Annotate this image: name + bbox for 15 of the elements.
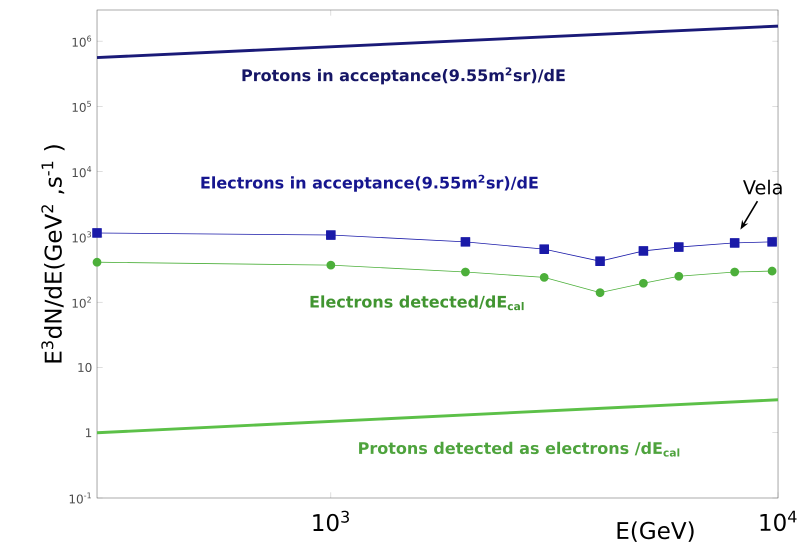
annotation: Vela — [743, 180, 782, 195]
series-label: Electrons detected/dE$_{cal}$ — [310, 295, 524, 310]
y-tick-label: 10$^{4}$ — [72, 166, 92, 178]
y-tick-label: 10 — [78, 362, 92, 372]
y-tick-label: 10$^{5}$ — [72, 100, 91, 112]
y-tick-label: 10$^{2}$ — [72, 296, 91, 308]
text: Electrons in acceptance(9.55m$^{2}$sr)/dE — [201, 174, 538, 192]
x-axis-title: E(GeV) — [618, 521, 694, 542]
y-tick-label: 10$^{3}$ — [72, 231, 92, 243]
y-tick-label: 10$^{6}$ — [72, 36, 92, 47]
series-label: Protons detected as electrons /dE$_{cal}$ — [359, 442, 680, 457]
series-label: Protons in acceptance(9.55m$^{2}$sr)/dE — [242, 67, 565, 84]
y-axis-title: E$^{3}$dN/dE(GeV$^{2}$ ,s$^{-1}$ ) — [41, 145, 65, 362]
y-tick-label: 10$^{-1}$ — [70, 492, 91, 504]
y-tick-label: 1 — [86, 428, 92, 438]
